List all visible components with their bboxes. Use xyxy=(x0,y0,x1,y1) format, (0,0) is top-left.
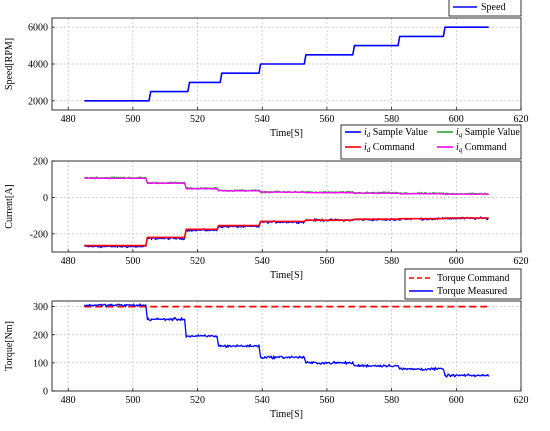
legend-label: Torque Measured xyxy=(437,286,507,297)
x-tick-label: 620 xyxy=(514,395,529,406)
x-tick-label: 620 xyxy=(514,114,529,125)
series-line-1 xyxy=(84,26,489,102)
x-tick-label: 580 xyxy=(384,395,399,406)
x-tick-label: 620 xyxy=(514,256,529,267)
x-tick-label: 600 xyxy=(449,395,464,406)
plot-frame xyxy=(51,300,522,392)
x-tick-label: 500 xyxy=(125,114,140,125)
legend-label: iq Sample Value xyxy=(456,127,520,139)
legend-box xyxy=(404,268,522,300)
x-tick-label: 580 xyxy=(384,114,399,125)
x-tick-label: 520 xyxy=(190,395,205,406)
legend-label: id Sample Value xyxy=(364,127,428,139)
x-tick-label: 560 xyxy=(319,395,334,406)
y-tick-label: 200 xyxy=(33,157,48,168)
y-axis-label: Torque[Nm] xyxy=(4,321,15,371)
legend-label: Torque Command xyxy=(437,273,509,284)
x-tick-label: 540 xyxy=(255,114,270,125)
legend-box xyxy=(448,0,522,17)
legend: Speed xyxy=(448,0,522,17)
x-tick-label: 500 xyxy=(125,395,140,406)
series-line-2 xyxy=(84,217,489,247)
legend: id Sample Value id Command iq Sample Value… xyxy=(340,124,522,160)
series-line-2 xyxy=(83,303,490,378)
legend: Torque Command Torque Measured xyxy=(404,268,522,300)
series-line-4 xyxy=(84,177,490,196)
legend-label: iq Command xyxy=(456,142,506,154)
y-tick-label: 100 xyxy=(33,358,48,369)
y-tick-label: 4000 xyxy=(28,60,48,71)
y-tick-label: 0 xyxy=(43,387,48,398)
x-tick-label: 520 xyxy=(190,256,205,267)
chart-panel-1: 480 500 520 540 560 580 600 620 2000 4000 6000 Time… xyxy=(4,0,529,139)
y-tick-label: 300 xyxy=(33,302,48,313)
legend-label: Speed xyxy=(481,2,505,13)
x-axis-label: Time[S] xyxy=(270,409,303,420)
x-tick-label: 600 xyxy=(449,114,464,125)
chart-panel-2: 480 500 520 540 560 580 600 620 -200 0 200 Time[S] C… xyxy=(4,124,529,281)
x-tick-label: 480 xyxy=(61,256,76,267)
x-tick-label: 520 xyxy=(190,114,205,125)
x-tick-label: 560 xyxy=(319,114,334,125)
x-tick-label: 500 xyxy=(125,256,140,267)
y-tick-label: -200 xyxy=(30,229,48,240)
x-tick-label: 540 xyxy=(255,256,270,267)
x-axis-label: Time[S] xyxy=(270,270,303,281)
y-tick-label: 6000 xyxy=(28,23,48,34)
legend-box xyxy=(340,124,522,160)
y-tick-label: 0 xyxy=(43,193,48,204)
y-axis-label: Speed[RPM] xyxy=(4,38,15,90)
x-tick-label: 580 xyxy=(384,256,399,267)
x-tick-label: 540 xyxy=(255,395,270,406)
y-tick-label: 200 xyxy=(33,330,48,341)
x-tick-label: 480 xyxy=(61,114,76,125)
plot-frame xyxy=(51,160,522,253)
chart-panel-3: 480 500 520 540 560 580 600 620 0 100 200 300 Time[S… xyxy=(4,268,529,420)
y-tick-label: 2000 xyxy=(28,96,48,107)
x-tick-label: 480 xyxy=(61,395,76,406)
x-tick-label: 600 xyxy=(449,256,464,267)
y-axis-label: Current[A] xyxy=(4,184,15,228)
legend-label: id Command xyxy=(364,142,414,154)
x-axis-label: Time[S] xyxy=(270,128,303,139)
x-tick-label: 560 xyxy=(319,256,334,267)
